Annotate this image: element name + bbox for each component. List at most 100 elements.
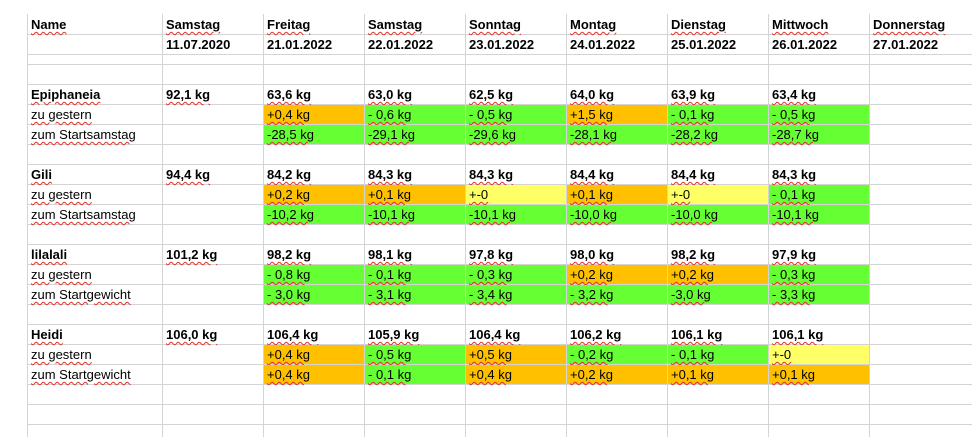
start-weight[interactable]: 106,0 kg (163, 325, 263, 344)
weight-cell[interactable]: 63,6 kg (264, 85, 364, 104)
person-name[interactable]: Epiphaneia (28, 85, 162, 104)
total-cell[interactable]: -10,1 kg (365, 205, 465, 224)
weight-cell[interactable]: 63,9 kg (668, 85, 768, 104)
total-cell[interactable]: -10,1 kg (769, 205, 869, 224)
weight-cell[interactable]: 97,9 kg (769, 245, 869, 264)
weight-cell[interactable]: 84,3 kg (365, 165, 465, 184)
total-cell[interactable]: -3,0 kg (668, 285, 768, 304)
diff-label[interactable]: zu gestern (28, 105, 162, 124)
diff-cell[interactable]: +0,5 kg (466, 345, 566, 364)
weight-cell[interactable]: 84,2 kg (264, 165, 364, 184)
total-cell[interactable]: -10,2 kg (264, 205, 364, 224)
diff-cell[interactable]: - 0,6 kg (365, 105, 465, 124)
diff-cell[interactable]: +-0 (668, 185, 768, 204)
total-cell[interactable]: +0,1 kg (769, 365, 869, 384)
weight-cell[interactable]: 64,0 kg (567, 85, 667, 104)
header-date[interactable]: 27.01.2022 (870, 35, 972, 54)
diff-cell[interactable]: - 0,1 kg (668, 105, 768, 124)
diff-cell[interactable]: - 0,1 kg (769, 185, 869, 204)
weight-cell[interactable]: 84,4 kg (668, 165, 768, 184)
header-day[interactable]: Dienstag (668, 15, 768, 34)
total-label[interactable]: zum Startsamstag (28, 125, 162, 144)
weight-cell[interactable]: 97,8 kg (466, 245, 566, 264)
diff-cell[interactable]: +1,5 kg (567, 105, 667, 124)
weight-cell[interactable]: 62,5 kg (466, 85, 566, 104)
header-day[interactable]: Mittwoch (769, 15, 869, 34)
diff-cell[interactable]: - 0,5 kg (365, 345, 465, 364)
total-label[interactable]: zum Startgewicht (28, 285, 162, 304)
header-day[interactable]: Freitag (264, 15, 364, 34)
diff-cell[interactable]: - 0,1 kg (668, 345, 768, 364)
diff-cell[interactable]: - 0,5 kg (769, 105, 869, 124)
total-cell[interactable]: -10,1 kg (466, 205, 566, 224)
diff-cell[interactable]: +0,4 kg (264, 345, 364, 364)
total-cell[interactable]: +0,4 kg (466, 365, 566, 384)
total-cell[interactable]: +0,4 kg (264, 365, 364, 384)
header-date[interactable]: 24.01.2022 (567, 35, 667, 54)
diff-cell[interactable]: +-0 (769, 345, 869, 364)
total-cell[interactable]: - 0,1 kg (365, 365, 465, 384)
diff-cell[interactable]: +0,1 kg (567, 185, 667, 204)
header-day[interactable]: Samstag (163, 15, 263, 34)
weight-cell[interactable]: 106,1 kg (769, 325, 869, 344)
diff-label[interactable]: zu gestern (28, 185, 162, 204)
total-cell[interactable]: - 3,0 kg (264, 285, 364, 304)
total-cell[interactable]: -10,0 kg (668, 205, 768, 224)
total-cell[interactable]: - 3,3 kg (769, 285, 869, 304)
weight-cell[interactable]: 63,0 kg (365, 85, 465, 104)
diff-label[interactable]: zu gestern (28, 265, 162, 284)
diff-cell[interactable]: +0,2 kg (668, 265, 768, 284)
header-day[interactable]: Samstag (365, 15, 465, 34)
header-name[interactable]: Name (28, 15, 162, 34)
diff-cell[interactable]: - 0,2 kg (567, 345, 667, 364)
start-weight[interactable]: 94,4 kg (163, 165, 263, 184)
diff-cell[interactable]: +0,2 kg (264, 185, 364, 204)
weight-cell[interactable]: 84,3 kg (466, 165, 566, 184)
total-cell[interactable]: -28,1 kg (567, 125, 667, 144)
header-date[interactable]: 23.01.2022 (466, 35, 566, 54)
total-cell[interactable]: +0,2 kg (567, 365, 667, 384)
total-cell[interactable]: -28,7 kg (769, 125, 869, 144)
weight-cell[interactable]: 84,4 kg (567, 165, 667, 184)
weight-cell[interactable]: 106,4 kg (466, 325, 566, 344)
diff-cell[interactable]: - 0,8 kg (264, 265, 364, 284)
diff-cell[interactable]: +0,4 kg (264, 105, 364, 124)
weight-cell[interactable]: 106,1 kg (668, 325, 768, 344)
total-cell[interactable]: - 3,4 kg (466, 285, 566, 304)
header-day[interactable]: Montag (567, 15, 667, 34)
weight-cell[interactable]: 106,4 kg (264, 325, 364, 344)
diff-cell[interactable]: - 0,3 kg (769, 265, 869, 284)
diff-cell[interactable]: +0,1 kg (365, 185, 465, 204)
header-date[interactable]: 26.01.2022 (769, 35, 869, 54)
weight-cell[interactable]: 105,9 kg (365, 325, 465, 344)
weight-cell[interactable]: 98,2 kg (264, 245, 364, 264)
start-weight[interactable]: 101,2 kg (163, 245, 263, 264)
header-date[interactable]: 21.01.2022 (264, 35, 364, 54)
weight-cell[interactable]: 98,0 kg (567, 245, 667, 264)
total-cell[interactable]: - 3,1 kg (365, 285, 465, 304)
diff-label[interactable]: zu gestern (28, 345, 162, 364)
total-cell[interactable]: -10,0 kg (567, 205, 667, 224)
diff-cell[interactable]: +0,2 kg (567, 265, 667, 284)
weight-cell[interactable]: 63,4 kg (769, 85, 869, 104)
total-cell[interactable]: -28,2 kg (668, 125, 768, 144)
total-cell[interactable]: -28,5 kg (264, 125, 364, 144)
header-date[interactable]: 25.01.2022 (668, 35, 768, 54)
header-day[interactable]: Donnerstag (870, 15, 972, 34)
total-cell[interactable]: -29,1 kg (365, 125, 465, 144)
header-day[interactable]: Sonntag (466, 15, 566, 34)
person-name[interactable]: Heidi (28, 325, 162, 344)
header-date[interactable]: 11.07.2020 (163, 35, 263, 54)
person-name[interactable]: Gili (28, 165, 162, 184)
diff-cell[interactable]: - 0,5 kg (466, 105, 566, 124)
header-date[interactable]: 22.01.2022 (365, 35, 465, 54)
total-label[interactable]: zum Startsamstag (28, 205, 162, 224)
weight-cell[interactable]: 84,3 kg (769, 165, 869, 184)
total-label[interactable]: zum Startgewicht (28, 365, 162, 384)
weight-cell[interactable]: 106,2 kg (567, 325, 667, 344)
diff-cell[interactable]: - 0,3 kg (466, 265, 566, 284)
diff-cell[interactable]: +-0 (466, 185, 566, 204)
diff-cell[interactable]: - 0,1 kg (365, 265, 465, 284)
total-cell[interactable]: -29,6 kg (466, 125, 566, 144)
total-cell[interactable]: - 3,2 kg (567, 285, 667, 304)
